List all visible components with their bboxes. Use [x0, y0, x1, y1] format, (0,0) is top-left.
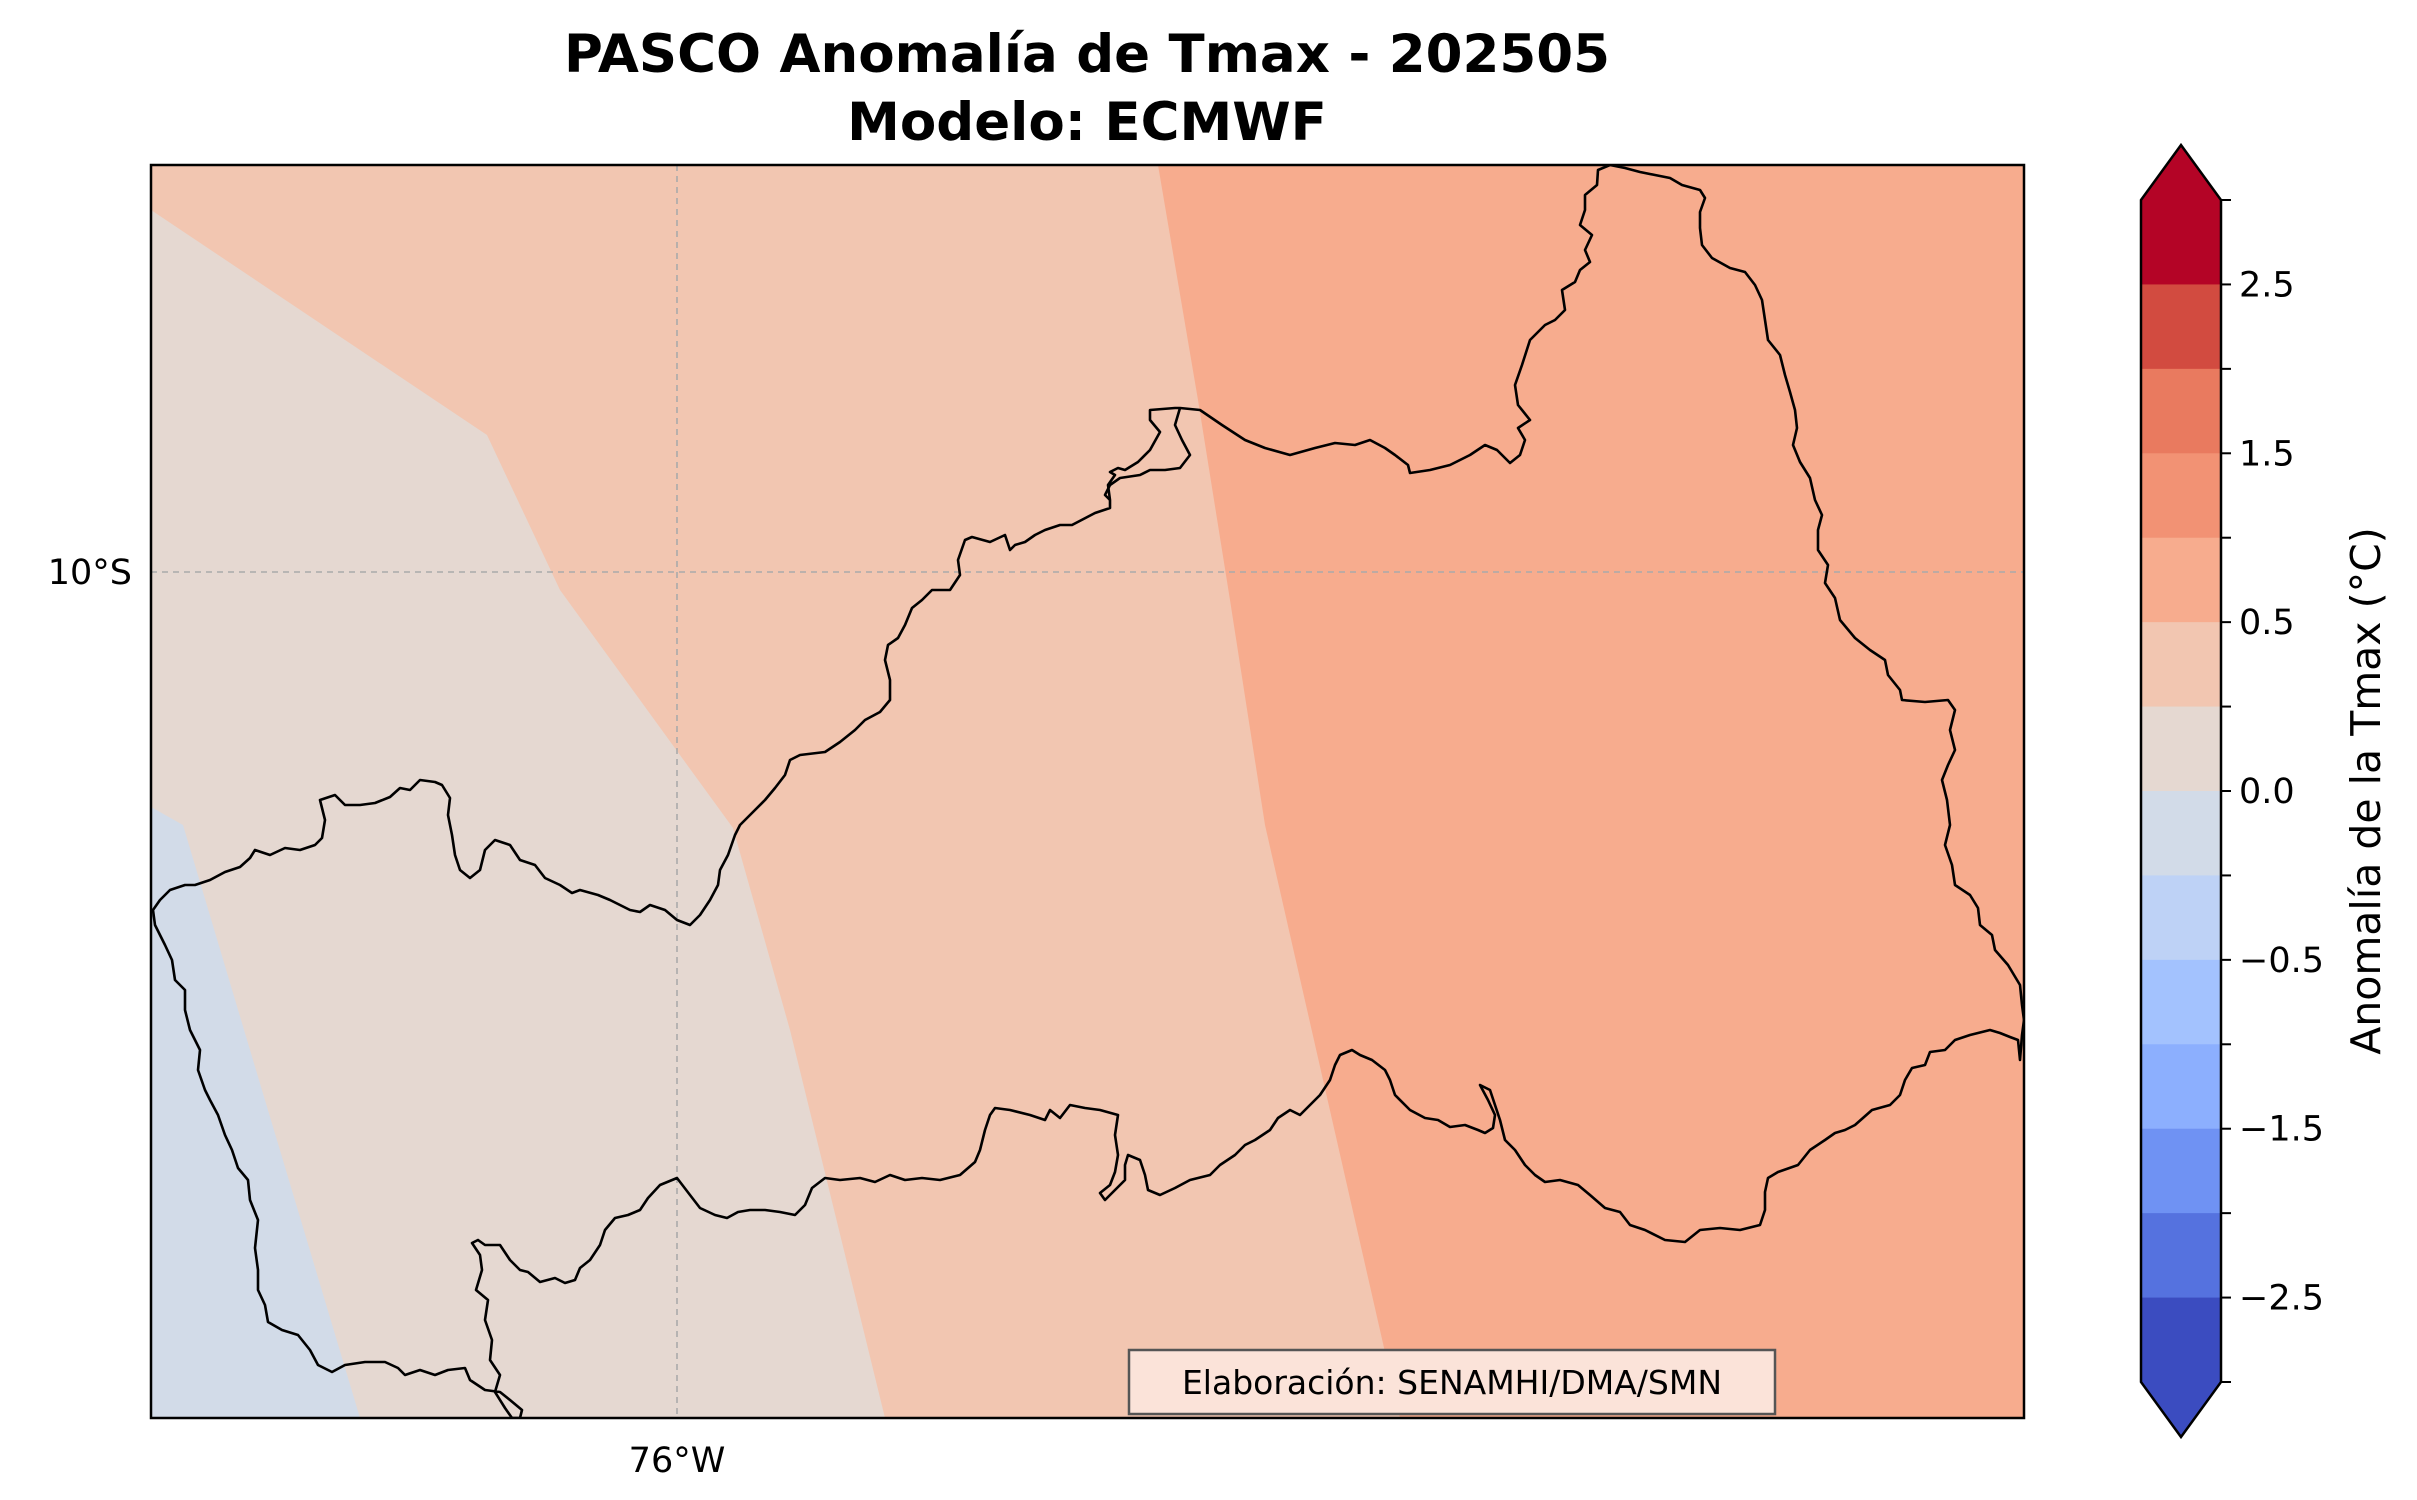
colorbar-bin: [2141, 200, 2221, 285]
map-frame: [149, 163, 2026, 1420]
colorbar-bin: [2141, 706, 2221, 792]
colorbar-bin: [2141, 537, 2221, 623]
zone-weak-negative: [151, 807, 360, 1418]
credit-box: Elaboración: SENAMHI/DMA/SMN: [1127, 1348, 1777, 1416]
colorbar-tick-label: −1.5: [2239, 1110, 2324, 1150]
colorbar-bin: [2141, 622, 2221, 708]
colorbar-bin: [2141, 368, 2221, 454]
colorbar-bin: [2141, 1128, 2221, 1214]
colorbar-tick-label: 0.0: [2239, 772, 2295, 812]
pasco-region-outline: [151, 165, 2024, 1418]
colorbar-bin: [2141, 453, 2221, 539]
map-title-line2: Modelo: ECMWF: [847, 92, 1327, 153]
credit-text: Elaboración: SENAMHI/DMA/SMN: [1182, 1363, 1722, 1402]
colorbar-bin: [2141, 284, 2221, 370]
colorbar-bin: [2141, 791, 2221, 876]
colorbar-tick-label: −2.5: [2239, 1279, 2324, 1319]
colorbar-extend-bottom: [2141, 1382, 2221, 1437]
latitude-label-10s: 10°S: [48, 553, 132, 593]
colorbar-bin: [2141, 1297, 2221, 1383]
colorbar-bin: [2141, 875, 2221, 961]
colorbar-tick-label: −0.5: [2239, 941, 2324, 981]
map-panel: [151, 165, 2024, 1418]
colorbar-label: Anomalía de la Tmax (°C): [2342, 527, 2390, 1054]
zone-near-zero: [151, 210, 885, 1418]
colorbar-tick-label: 2.5: [2239, 265, 2295, 305]
longitude-label-76w: 76°W: [629, 1441, 726, 1481]
colorbar-bin: [2141, 1213, 2221, 1299]
colorbar-tick-label: 0.5: [2239, 603, 2295, 643]
colorbar-extend-top: [2141, 145, 2221, 200]
colorbar-bin: [2141, 959, 2221, 1045]
colorbar-tick-label: 1.5: [2239, 434, 2295, 474]
colorbar: 2.5 1.5 0.5 0.0 −0.5 −1.5 −2.5 Anomalía de la …: [2139, 142, 2390, 1440]
colorbar-bin: [2141, 1044, 2221, 1130]
province-boundary-line: [1103, 407, 1192, 501]
map-title-line1: PASCO Anomalía de Tmax - 202505: [564, 24, 1610, 85]
